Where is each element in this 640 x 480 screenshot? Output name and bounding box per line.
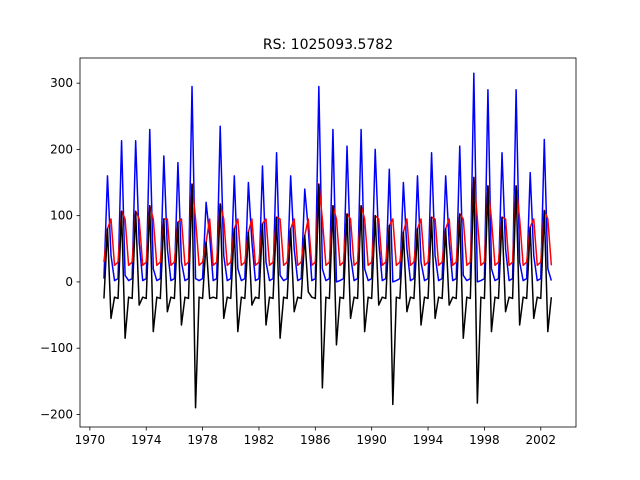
x-tick-label: 1970 xyxy=(75,433,106,447)
x-tick-label: 1994 xyxy=(413,433,444,447)
y-tick-label: 100 xyxy=(50,209,73,223)
x-tick-label: 1986 xyxy=(300,433,331,447)
series-line xyxy=(103,72,553,283)
chart-title: RS: 1025093.5782 xyxy=(263,37,393,53)
x-tick-label: 1978 xyxy=(187,433,218,447)
x-tick-label: 1982 xyxy=(244,433,275,447)
y-tick-label: −100 xyxy=(40,341,73,355)
x-tick-label: 1990 xyxy=(356,433,387,447)
y-tick-label: 300 xyxy=(50,76,73,90)
x-tick-label: 2002 xyxy=(525,433,556,447)
x-tick-label: 1998 xyxy=(469,433,500,447)
y-tick-label: −200 xyxy=(40,407,73,421)
y-tick-label: 0 xyxy=(65,275,73,289)
series-line xyxy=(103,177,553,409)
plot-frame xyxy=(79,57,577,428)
x-tick-label: 1974 xyxy=(131,433,162,447)
series-line xyxy=(103,176,553,267)
y-tick-label: 200 xyxy=(50,142,73,156)
